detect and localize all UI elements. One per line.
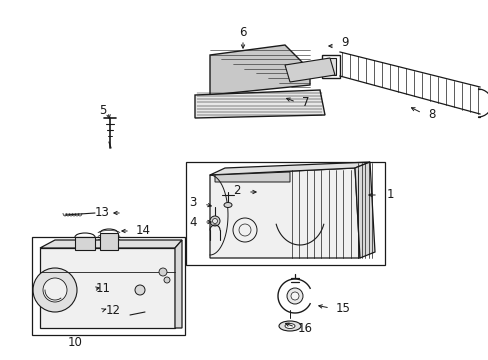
Circle shape (286, 288, 303, 304)
Bar (185, 162, 384, 265)
Polygon shape (209, 45, 309, 95)
Text: 10: 10 (67, 336, 82, 348)
Text: 13: 13 (94, 207, 109, 220)
Polygon shape (325, 58, 335, 75)
Ellipse shape (224, 202, 231, 207)
Polygon shape (195, 90, 325, 118)
Polygon shape (75, 237, 95, 250)
Circle shape (33, 268, 77, 312)
Text: 6: 6 (239, 26, 246, 39)
Polygon shape (175, 240, 182, 328)
Text: 3: 3 (189, 195, 196, 208)
Circle shape (209, 216, 220, 226)
Circle shape (159, 268, 167, 276)
Polygon shape (40, 248, 175, 328)
Text: 2: 2 (233, 184, 240, 197)
Ellipse shape (285, 324, 294, 328)
Bar (32, 237, 184, 335)
Text: 8: 8 (427, 108, 435, 122)
Text: 9: 9 (341, 36, 348, 49)
Text: 16: 16 (297, 321, 312, 334)
Polygon shape (215, 172, 289, 182)
Polygon shape (209, 162, 369, 175)
Text: 11: 11 (95, 283, 110, 296)
Text: 14: 14 (135, 224, 150, 237)
Polygon shape (209, 168, 359, 258)
Polygon shape (354, 162, 374, 258)
Text: 1: 1 (386, 189, 393, 202)
Polygon shape (40, 240, 182, 248)
Text: 4: 4 (189, 216, 196, 229)
Ellipse shape (279, 321, 301, 331)
Circle shape (43, 278, 67, 302)
Text: 15: 15 (335, 302, 350, 315)
Polygon shape (285, 58, 334, 82)
Circle shape (163, 277, 170, 283)
Circle shape (135, 285, 145, 295)
Text: 7: 7 (302, 95, 309, 108)
Text: 12: 12 (105, 303, 120, 316)
Polygon shape (100, 233, 118, 250)
Circle shape (290, 292, 298, 300)
Circle shape (212, 219, 217, 224)
Text: 5: 5 (99, 104, 106, 117)
